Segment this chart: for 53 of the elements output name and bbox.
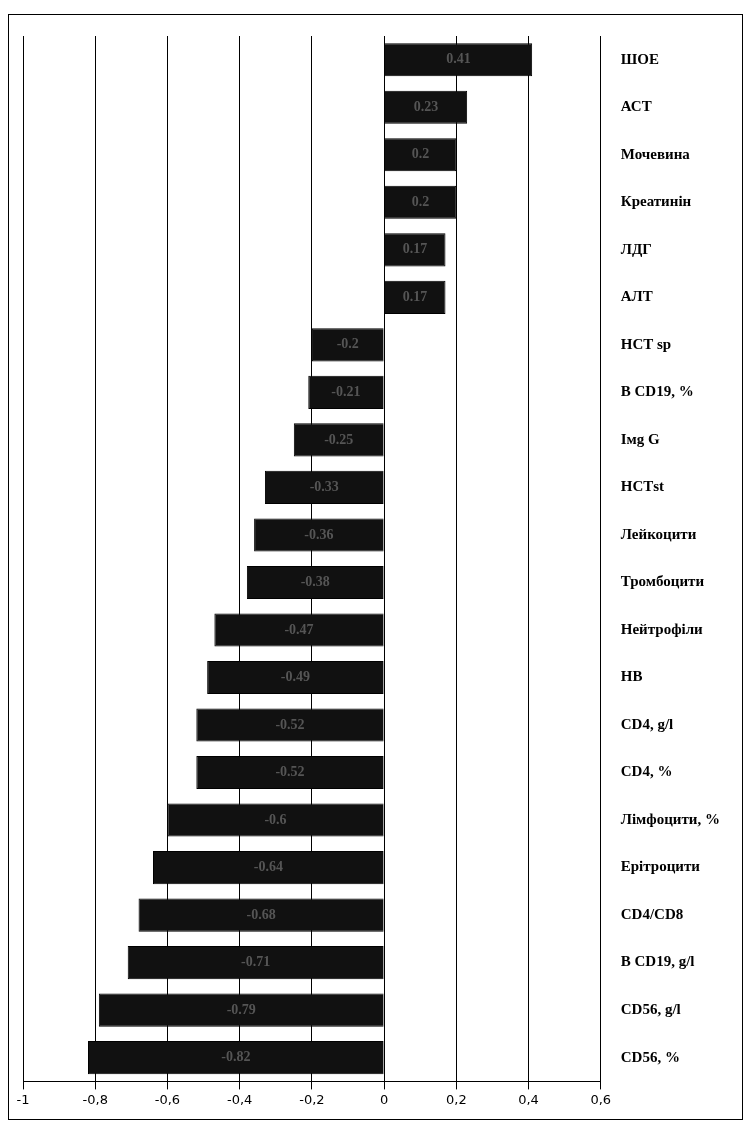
data-label: 0.17 xyxy=(402,241,428,257)
y-tick-label: CD56, % xyxy=(620,1048,680,1065)
data-label: -0.33 xyxy=(309,479,339,495)
data-label: -0.25 xyxy=(324,431,354,447)
y-tick-label: НСТst xyxy=(620,478,665,495)
x-tick-label: -0,2 xyxy=(299,1091,325,1107)
x-tick-label: 0,2 xyxy=(445,1091,467,1107)
y-tick-label: CD4, g/l xyxy=(620,715,674,732)
data-label: -0.6 xyxy=(264,811,287,827)
data-label: -0.21 xyxy=(331,384,361,399)
data-label: 0.2 xyxy=(411,146,430,162)
y-tick-label: Ерітроцити xyxy=(620,858,701,875)
data-label: -0.64 xyxy=(253,859,283,875)
y-tick-label: CD4, % xyxy=(620,763,673,780)
data-label: -0.71 xyxy=(241,954,271,970)
data-label: -0.68 xyxy=(246,906,276,922)
y-tick-label: CD4/CD8 xyxy=(620,905,684,922)
y-tick-label: Тромбоцити xyxy=(620,573,705,590)
data-label: -0.36 xyxy=(304,526,334,542)
data-label: 0.2 xyxy=(411,193,430,209)
y-tick-label: ЛДГ xyxy=(620,240,652,257)
x-tick-label: 0,4 xyxy=(518,1091,539,1107)
data-label: -0.38 xyxy=(300,574,330,590)
y-tick-label: HB xyxy=(620,668,643,685)
x-tick-label: 0,6 xyxy=(590,1091,612,1107)
data-label: -0.47 xyxy=(284,621,314,637)
data-label: -0.2 xyxy=(336,336,359,352)
y-tick-label: CD56, g/l xyxy=(620,1001,681,1017)
y-tick-label: ШОЕ xyxy=(620,50,659,67)
y-tick-label: Імg G xyxy=(620,430,661,447)
data-label: -0.49 xyxy=(280,669,310,685)
x-tick-label: -0,6 xyxy=(154,1091,181,1107)
y-tick-label: АСТ xyxy=(620,98,652,115)
x-tick-label: 0 xyxy=(379,1091,389,1107)
data-label: -0.52 xyxy=(275,716,305,732)
data-label: 0.17 xyxy=(402,288,428,304)
y-tick-label: Креатинін xyxy=(620,193,692,210)
y-tick-label: Лейкоцити xyxy=(620,525,697,542)
data-label: -0.82 xyxy=(221,1049,251,1065)
y-tick-label: Мочевина xyxy=(620,145,691,162)
data-label: -0.79 xyxy=(226,1001,256,1017)
x-tick-label: -0,4 xyxy=(226,1091,253,1107)
x-tick-label: -1 xyxy=(16,1091,30,1107)
x-tick-label: -0,8 xyxy=(82,1091,108,1107)
y-tick-label: B CD19, g/l xyxy=(620,953,695,970)
data-label: 0.23 xyxy=(413,98,439,114)
data-label: -0.52 xyxy=(275,764,305,780)
y-tick-label: АЛТ xyxy=(620,288,653,305)
data-label: 0.41 xyxy=(446,51,471,67)
y-tick-label: Лімфоцити, % xyxy=(620,810,721,827)
y-tick-label: Нейтрофіли xyxy=(620,620,704,637)
y-tick-label: B CD19, % xyxy=(620,383,694,400)
y-tick-label: НСТ sp xyxy=(620,335,672,352)
